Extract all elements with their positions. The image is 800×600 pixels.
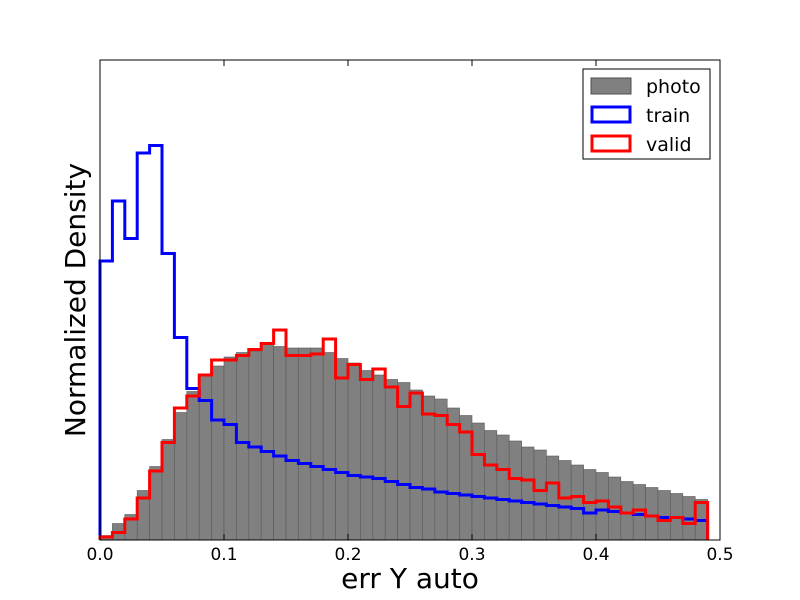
bar-photo-36 — [546, 455, 560, 541]
bar-photo-10 — [223, 356, 237, 541]
x-tick-label-1: 0.1 — [210, 545, 237, 565]
bar-photo-4 — [149, 466, 163, 541]
bar-photo-6 — [174, 412, 188, 541]
bar-photo-21 — [360, 370, 374, 541]
bar-photo-23 — [384, 379, 398, 541]
bar-photo-15 — [285, 347, 299, 541]
bar-photo-31 — [484, 430, 498, 541]
legend: photo train valid — [582, 68, 711, 160]
plot-frame — [99, 59, 721, 541]
series-valid-line — [98, 328, 710, 540]
bar-photo-16 — [298, 347, 312, 541]
x-tick-label-3: 0.3 — [458, 545, 485, 565]
bar-photo-39 — [583, 469, 597, 541]
bar-photo-29 — [459, 415, 473, 541]
bar-photo-9 — [211, 365, 225, 541]
legend-swatch-photo — [590, 77, 632, 95]
bar-photo-44 — [645, 487, 659, 541]
x-tick-label-0: 0.0 — [86, 545, 113, 565]
bar-photo-18 — [322, 352, 336, 541]
bar-photo-5 — [161, 439, 175, 541]
photo-histogram-series — [99, 343, 708, 541]
bar-photo-33 — [508, 440, 522, 541]
bar-photo-20 — [347, 362, 361, 541]
bar-photo-43 — [632, 484, 646, 541]
bar-photo-27 — [434, 398, 448, 541]
x-axis-label: err Y auto — [341, 562, 479, 595]
step-histogram-series — [98, 144, 710, 540]
legend-swatch-valid — [590, 134, 632, 153]
bar-photo-26 — [422, 395, 436, 541]
bar-photo-7 — [186, 391, 200, 541]
bar-photo-25 — [409, 389, 423, 541]
bar-photo-30 — [471, 422, 485, 541]
y-axis-label: Normalized Density — [59, 163, 92, 437]
x-tick-label-2: 0.2 — [334, 545, 361, 565]
bar-photo-32 — [496, 434, 510, 541]
bar-photo-22 — [372, 374, 386, 541]
bar-photo-38 — [570, 464, 584, 541]
bar-photo-45 — [657, 490, 671, 541]
bar-photo-35 — [533, 449, 547, 541]
bar-photo-11 — [236, 352, 250, 541]
bar-photo-13 — [260, 343, 274, 541]
x-tick-label-4: 0.4 — [582, 545, 609, 565]
bar-photo-28 — [446, 407, 460, 541]
legend-swatch-train — [590, 105, 632, 124]
bar-photo-37 — [558, 460, 572, 541]
bar-photo-40 — [595, 472, 609, 541]
bar-photo-42 — [620, 481, 634, 541]
bar-photo-17 — [310, 347, 324, 541]
x-axis-ticks: 0.0 0.1 0.2 0.3 0.4 0.5 — [86, 60, 734, 565]
legend-label-photo: photo — [646, 76, 701, 98]
legend-label-valid: valid — [646, 134, 692, 156]
legend-label-train: train — [646, 105, 690, 127]
bar-photo-19 — [335, 358, 349, 541]
bar-photo-34 — [521, 446, 535, 541]
bar-photo-14 — [273, 346, 287, 541]
x-tick-label-5: 0.5 — [706, 545, 733, 565]
